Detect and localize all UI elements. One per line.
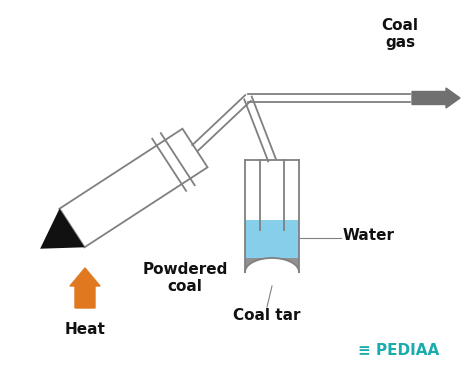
Text: Water: Water (343, 227, 395, 243)
Text: Coal
gas: Coal gas (382, 18, 419, 50)
Text: Powdered
coal: Powdered coal (142, 262, 228, 295)
Polygon shape (245, 220, 299, 258)
Text: Coal tar: Coal tar (233, 308, 301, 323)
Polygon shape (60, 129, 208, 247)
Polygon shape (245, 160, 299, 220)
FancyArrow shape (412, 88, 460, 108)
Text: ≡ PEDIAA: ≡ PEDIAA (358, 343, 439, 358)
FancyArrow shape (70, 268, 100, 308)
Polygon shape (245, 258, 299, 272)
Polygon shape (40, 209, 85, 249)
Text: Heat: Heat (64, 322, 105, 337)
